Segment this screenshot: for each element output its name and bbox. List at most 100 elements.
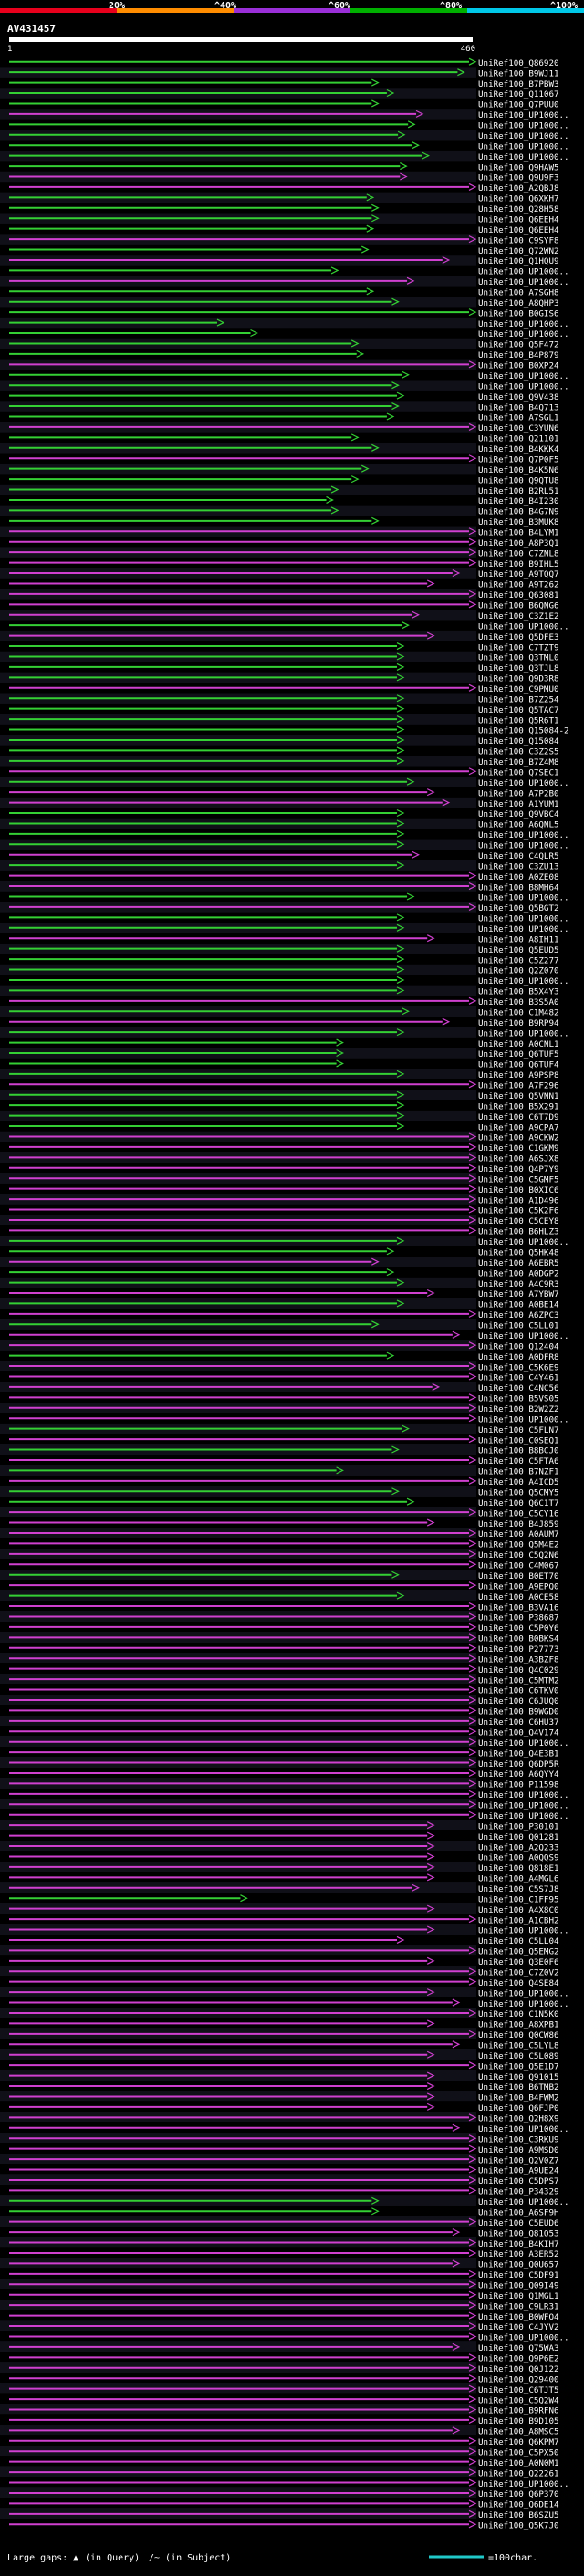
hit-label: UniRef100_Q86920: [478, 58, 559, 68]
hit-arrowhead: [371, 1257, 380, 1266]
hit-arrowhead: [468, 2384, 477, 2393]
hit-label: UniRef100_A9MSD0: [478, 2145, 559, 2155]
hit-arrowhead: [468, 1393, 477, 1402]
hit-label: UniRef100_B6TMB2: [478, 2082, 559, 2092]
hit-arrowhead: [426, 934, 435, 943]
hit-arrowhead: [468, 422, 477, 431]
hit-label: UniRef100_A6EBR5: [478, 1258, 559, 1268]
hit-arrowhead: [391, 1445, 400, 1454]
hit-label: UniRef100_UP1000..: [478, 110, 569, 120]
hit-arrowhead: [442, 798, 451, 807]
hit-label: UniRef100_Q6XKH7: [478, 194, 559, 204]
hit-arrowhead: [330, 506, 339, 515]
hit-label: UniRef100_C5GMF5: [478, 1174, 559, 1184]
hit-label: UniRef100_A6SJX8: [478, 1154, 559, 1164]
hit-arrowhead: [468, 1800, 477, 1809]
hit-arrowhead: [468, 2415, 477, 2424]
hit-label: UniRef100_B3MUK8: [478, 517, 559, 527]
hit-label: UniRef100_A4ICD5: [478, 1477, 559, 1487]
hit-arrowhead: [386, 1268, 395, 1277]
hit-arrowhead: [468, 1654, 477, 1663]
hit-label: UniRef100_A9EPQ0: [478, 1581, 559, 1591]
hit-arrowhead: [386, 1247, 395, 1256]
hit-label: UniRef100_Q4C029: [478, 1665, 559, 1675]
hit-label: UniRef100_UP1000..: [478, 1926, 569, 1936]
hit-arrowhead: [468, 2520, 477, 2529]
hit-arrowhead: [426, 788, 435, 797]
hit-arrowhead: [468, 1153, 477, 1162]
hit-label: UniRef100_C5Z277: [478, 955, 559, 965]
hit-arrowhead: [371, 2207, 380, 2216]
hit-arrowhead: [468, 1789, 477, 1798]
hit-arrowhead: [452, 2228, 461, 2237]
hit-arrowhead: [468, 2499, 477, 2508]
hit-label: UniRef100_Q1HQU9: [478, 256, 559, 266]
hit-label: UniRef100_Q5R6T1: [478, 715, 559, 725]
hit-label: UniRef100_C6HU37: [478, 1717, 559, 1727]
hit-label: UniRef100_C3YUN6: [478, 423, 559, 433]
hit-label: UniRef100_C5LL04: [478, 1936, 559, 1946]
hit-label: UniRef100_Q21101: [478, 434, 559, 444]
query-start-label: 1: [7, 45, 12, 54]
hit-label: UniRef100_UP1000..: [478, 1999, 569, 2009]
hit-arrowhead: [412, 610, 420, 619]
hit-label: UniRef100_UP1000..: [478, 319, 569, 329]
hit-label: UniRef100_A3ER52: [478, 2249, 559, 2259]
hit-label: UniRef100_UP1000..: [478, 131, 569, 141]
hit-label: UniRef100_Q5TAC7: [478, 705, 559, 715]
hit-arrowhead: [468, 1810, 477, 1819]
hit-arrowhead: [468, 589, 477, 598]
hit-arrowhead: [468, 1549, 477, 1558]
hit-arrowhead: [396, 694, 405, 703]
hit-arrowhead: [402, 370, 410, 379]
hit-arrowhead: [397, 130, 406, 139]
hit-label: UniRef100_Q4P7Y9: [478, 1164, 559, 1174]
hit-label: UniRef100_B6QNG6: [478, 601, 559, 611]
hit-arrowhead: [406, 777, 415, 786]
hit-arrowhead: [468, 2395, 477, 2404]
hit-label: UniRef100_C7TZT9: [478, 642, 559, 652]
hit-arrowhead: [468, 2175, 477, 2184]
hit-arrowhead: [371, 443, 380, 452]
hit-label: UniRef100_Q72WN2: [478, 246, 559, 256]
hit-arrowhead: [350, 475, 360, 484]
query-end-label: 460: [461, 45, 475, 54]
hit-arrowhead: [396, 955, 405, 964]
hit-arrowhead: [396, 662, 405, 671]
hit-label: UniRef100_C6T7D9: [478, 1112, 559, 1122]
hit-label: UniRef100_Q2H8X9: [478, 2114, 559, 2124]
hit-label: UniRef100_A8MSC5: [478, 2427, 559, 2437]
hit-label: UniRef100_UP1000..: [478, 1801, 569, 1811]
hit-arrowhead: [330, 485, 339, 494]
hit-label: UniRef100_C5CEY8: [478, 1216, 559, 1226]
hit-label: UniRef100_Q28H58: [478, 204, 559, 214]
hit-label: UniRef100_Q91015: [478, 2072, 559, 2082]
hit-arrowhead: [415, 110, 424, 118]
hit-label: UniRef100_C3RKU9: [478, 2134, 559, 2144]
hit-arrowhead: [468, 2280, 477, 2289]
hit-label: UniRef100_Q5K7J0: [478, 2521, 559, 2531]
hit-label: UniRef100_Q2Z070: [478, 966, 559, 976]
hit-label: UniRef100_C9PMU0: [478, 684, 559, 694]
hit-arrowhead: [432, 1382, 441, 1391]
hit-label: UniRef100_C1N5K0: [478, 2009, 559, 2019]
hit-label: UniRef100_Q81Q53: [478, 2228, 559, 2238]
scale-segment-2: [117, 8, 234, 13]
hit-label: UniRef100_A1YUM1: [478, 799, 559, 809]
hit-arrowhead: [468, 2248, 477, 2258]
hit-arrowhead: [468, 2468, 477, 2477]
hit-arrowhead: [442, 256, 451, 265]
hit-label: UniRef100_A1CBH2: [478, 1915, 559, 1925]
hit-label: UniRef100_A9CKW2: [478, 1133, 559, 1143]
hit-arrowhead: [468, 2405, 477, 2414]
hit-arrowhead: [457, 68, 465, 77]
hit-arrowhead: [407, 120, 416, 129]
hit-label: UniRef100_Q0CW86: [478, 2030, 559, 2040]
hit-label: UniRef100_B5VS05: [478, 1394, 559, 1404]
hit-arrowhead: [426, 2102, 435, 2111]
hit-arrowhead: [396, 1299, 405, 1308]
hit-label: UniRef100_C4QLR5: [478, 851, 559, 861]
hit-label: UniRef100_B2W2Z2: [478, 1404, 559, 1414]
hit-label: UniRef100_Q0J122: [478, 2364, 559, 2374]
hit-label: UniRef100_Q5BGT2: [478, 903, 559, 913]
